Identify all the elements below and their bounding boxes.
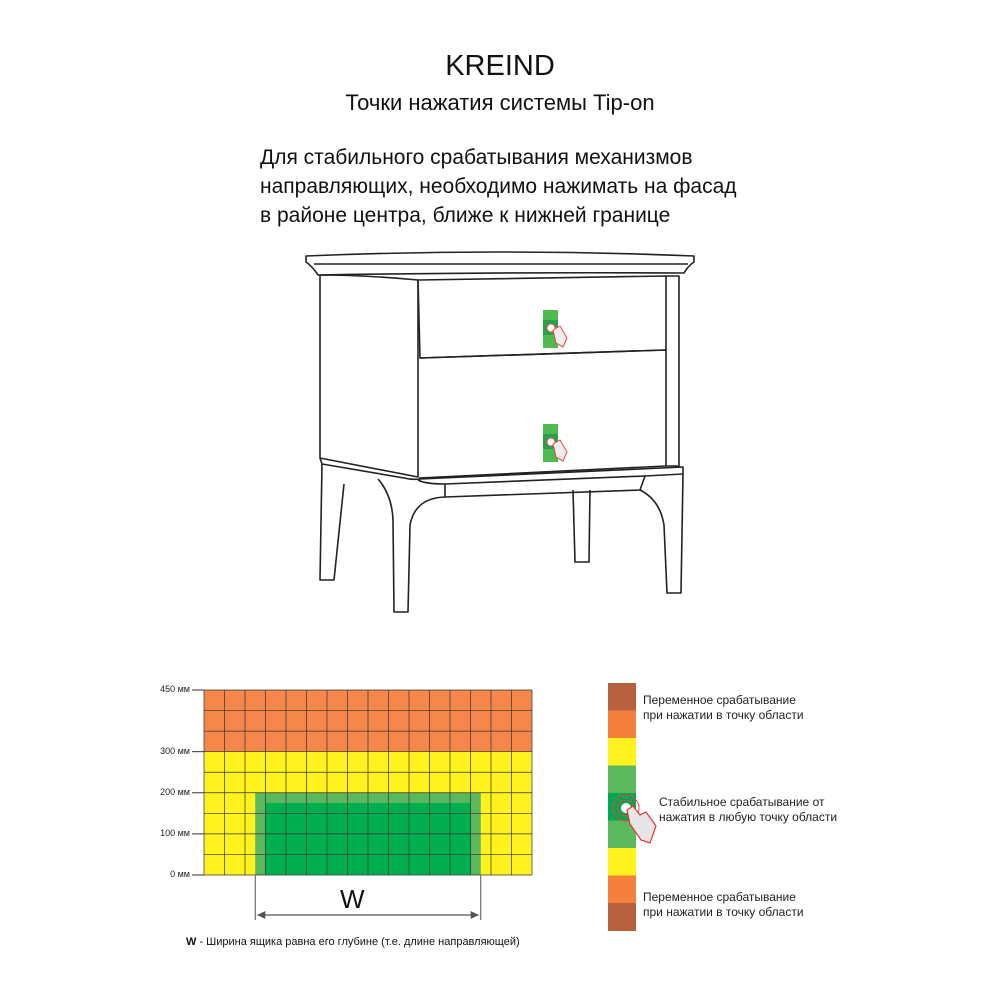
- legend-segment: [608, 710, 636, 739]
- brand-title: KREIND: [445, 50, 555, 82]
- hand-pointer-icon: [552, 439, 568, 462]
- width-symbol: W: [340, 884, 365, 914]
- legend-line: при нажатии в точку области: [643, 905, 804, 919]
- legend-bottom-label: Переменное срабатывание при нажатии в то…: [643, 890, 804, 920]
- right-panel: [666, 275, 680, 467]
- y-label: 200 мм: [160, 787, 190, 797]
- leg-back-left: [319, 463, 345, 581]
- leg-front-left: [377, 478, 446, 613]
- legend-segment: [608, 875, 636, 904]
- y-label: 450 мм: [160, 684, 190, 694]
- legend-top-label: Переменное срабатывание при нажатии в то…: [643, 693, 804, 723]
- description-line: Для стабильного срабатывания механизмов: [260, 146, 693, 169]
- side-panel: [319, 274, 419, 478]
- footnote-symbol: W: [186, 936, 197, 948]
- legend-line: Переменное срабатывание: [643, 693, 796, 707]
- legend-line: при нажатии в точку области: [643, 708, 804, 722]
- legend-segment: [608, 848, 636, 876]
- description-line: в районе центра, ближе к нижней границе: [260, 204, 671, 227]
- legend-segment: [608, 765, 636, 794]
- hand-pointer-icon: [612, 794, 657, 844]
- y-label: 0 мм: [170, 869, 190, 879]
- press-zone-top: [543, 310, 568, 348]
- legend-middle-label: Стабильное срабатывание от нажатия в люб…: [659, 795, 837, 825]
- legend-segment: [608, 903, 636, 931]
- press-zone-bottom: [543, 424, 568, 462]
- hand-pointer-icon: [552, 325, 568, 348]
- legend-segment: [608, 683, 636, 711]
- hand-shape: [626, 805, 657, 844]
- footnote: W - Ширина ящика равна его глубине (т.е.…: [186, 936, 520, 948]
- base-rail: [319, 457, 684, 485]
- subtitle: Точки нажатия системы Tip-on: [345, 90, 655, 115]
- legend-segment: [608, 738, 636, 766]
- legend-line: нажатия в любую точку области: [659, 810, 838, 824]
- description: Для стабильного срабатывания механизмов …: [260, 143, 737, 230]
- tabletop: [305, 251, 695, 276]
- legend-line: Стабильное срабатывание от: [659, 795, 825, 809]
- legend-line: Переменное срабатывание: [643, 890, 796, 904]
- zone-grid: [192, 689, 533, 920]
- nightstand-drawing: [305, 251, 695, 613]
- leg-front-right: [639, 473, 684, 594]
- bottom-drawer: [418, 349, 667, 479]
- leg-back-right: [572, 489, 591, 563]
- description-line: направляющих, необходимо нажимать на фас…: [260, 175, 737, 198]
- ripple-ring: [612, 794, 640, 822]
- y-label: 100 мм: [160, 828, 190, 838]
- footnote-text: - Ширина ящика равна его глубине (т.е. д…: [196, 936, 520, 948]
- y-label: 300 мм: [160, 746, 190, 756]
